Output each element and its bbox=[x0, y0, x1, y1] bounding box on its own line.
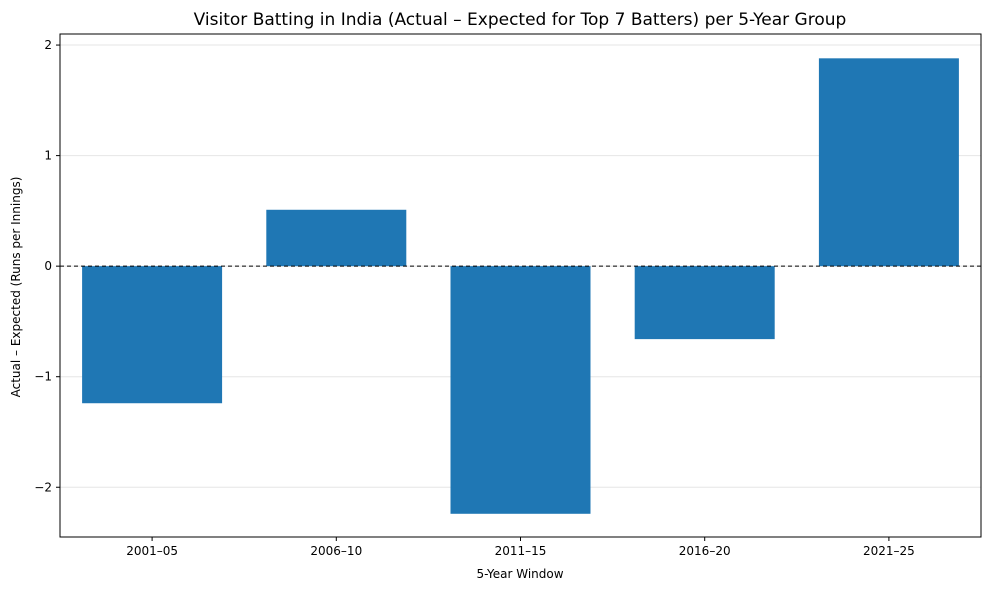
bar-2021-25 bbox=[818, 58, 959, 267]
bar-layer bbox=[82, 58, 959, 514]
x-tick-label: 2011–15 bbox=[495, 544, 547, 558]
axis-layer: −2 −1 0 1 2 2001–05 2006–10 2011–15 2016–20 2021–… bbox=[34, 33, 982, 558]
x-tick-label: 2021–25 bbox=[863, 544, 915, 558]
chart-title: Visitor Batting in India (Actual – Expec… bbox=[194, 10, 847, 30]
y-axis-label: Actual – Expected (Runs per Innings) bbox=[9, 177, 23, 398]
y-tick-label: −2 bbox=[34, 480, 52, 494]
x-tick-label: 2006–10 bbox=[310, 544, 362, 558]
y-tick-label: 1 bbox=[44, 149, 52, 163]
x-tick-label: 2001–05 bbox=[126, 544, 178, 558]
bar-2001-05 bbox=[82, 266, 223, 404]
bar-2016-20 bbox=[634, 266, 775, 340]
y-tick-label: −1 bbox=[34, 370, 52, 384]
y-tick-label: 0 bbox=[44, 259, 52, 273]
y-tick-label: 2 bbox=[44, 38, 52, 52]
x-tick-label: 2016–20 bbox=[679, 544, 731, 558]
bar-2011-15 bbox=[450, 266, 591, 514]
x-axis-label: 5-Year Window bbox=[476, 567, 563, 581]
bar-2006-10 bbox=[266, 209, 407, 267]
